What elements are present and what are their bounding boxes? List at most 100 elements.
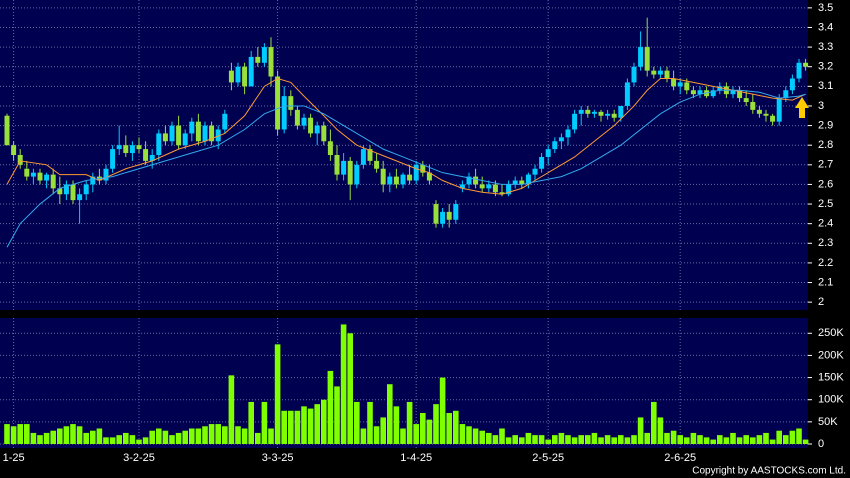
volume-bar bbox=[743, 435, 749, 444]
volume-bar bbox=[670, 430, 677, 444]
volume-bar bbox=[433, 404, 439, 444]
volume-bar bbox=[76, 426, 83, 444]
volume-bar bbox=[552, 435, 558, 444]
y-tick-label: 2.2 bbox=[818, 257, 833, 269]
candle-body bbox=[393, 176, 399, 185]
volume-bar bbox=[334, 386, 340, 444]
candle-body bbox=[598, 111, 604, 116]
candle-body bbox=[235, 66, 241, 83]
candle-body bbox=[426, 172, 432, 181]
candle-body bbox=[354, 164, 360, 185]
volume-bar bbox=[387, 384, 393, 444]
volume-tick-label: 50K bbox=[818, 416, 838, 428]
volume-bar bbox=[538, 435, 545, 444]
y-tick-label: 2.8 bbox=[818, 139, 833, 151]
candle-body bbox=[215, 129, 221, 142]
volume-bar bbox=[123, 432, 129, 444]
candle-body bbox=[77, 194, 83, 201]
volume-bar bbox=[380, 417, 386, 444]
y-tick-label: 3.1 bbox=[818, 80, 833, 92]
volume-bar bbox=[571, 437, 578, 444]
volume-bar bbox=[4, 424, 10, 444]
volume-bar bbox=[690, 432, 697, 444]
volume-bar bbox=[717, 435, 723, 444]
volume-bar bbox=[30, 432, 37, 444]
volume-bar bbox=[288, 410, 294, 444]
volume-bar bbox=[96, 428, 103, 444]
volume-bar bbox=[63, 426, 70, 444]
y-tick-label: 2.5 bbox=[818, 198, 833, 210]
candle-body bbox=[83, 184, 89, 195]
candle-body bbox=[63, 184, 69, 195]
volume-bar bbox=[400, 428, 406, 444]
volume-bar bbox=[321, 399, 327, 444]
candle-body bbox=[453, 204, 459, 220]
candle-body bbox=[334, 155, 340, 175]
candle-body bbox=[697, 90, 703, 95]
volume-bar bbox=[545, 439, 551, 444]
candle-body bbox=[228, 70, 234, 83]
volume-bar bbox=[413, 424, 419, 444]
candle-body bbox=[525, 174, 531, 185]
volume-bar bbox=[769, 439, 776, 444]
volume-bar bbox=[420, 413, 426, 444]
volume-bar bbox=[730, 432, 736, 444]
volume-bar bbox=[802, 439, 809, 444]
candle-body bbox=[288, 96, 294, 110]
volume-bar bbox=[644, 432, 650, 444]
volume-bar bbox=[136, 439, 142, 444]
volume-bar bbox=[235, 426, 241, 444]
candle-body bbox=[565, 129, 571, 138]
candle-body bbox=[440, 211, 446, 224]
candle-body bbox=[209, 125, 215, 142]
volume-bar bbox=[486, 432, 492, 444]
volume-bar bbox=[492, 435, 499, 444]
candle-body bbox=[367, 149, 373, 161]
candle-body bbox=[677, 82, 683, 87]
candle-body bbox=[129, 145, 135, 154]
volume-bar bbox=[156, 428, 162, 444]
volume-bar bbox=[83, 432, 89, 444]
volume-tick-label: 100K bbox=[818, 394, 844, 406]
candle-body bbox=[492, 184, 498, 193]
y-tick-label: 2.1 bbox=[818, 276, 833, 288]
candle-body bbox=[24, 168, 30, 177]
volume-bar bbox=[129, 435, 136, 444]
volume-bar bbox=[651, 401, 657, 444]
candle-body bbox=[110, 149, 116, 169]
volume-bar bbox=[10, 426, 17, 444]
candle-body bbox=[558, 137, 564, 142]
x-tick-label: 3-3-25 bbox=[262, 452, 294, 464]
volume-tick-label: 250K bbox=[818, 327, 844, 339]
candle-body bbox=[301, 117, 307, 126]
arrow-icon bbox=[795, 97, 809, 118]
volume-bar bbox=[255, 432, 261, 444]
volume-bar bbox=[631, 435, 637, 444]
moving-average-line bbox=[6, 77, 806, 195]
volume-bar bbox=[354, 401, 360, 444]
candle-body bbox=[624, 82, 630, 106]
y-tick-label: 2.6 bbox=[818, 178, 833, 190]
candle-body bbox=[657, 70, 663, 75]
candle-body bbox=[519, 180, 525, 185]
candle-body bbox=[162, 133, 168, 142]
candle-body bbox=[552, 141, 558, 150]
candle-body bbox=[783, 90, 789, 99]
volume-bar bbox=[70, 424, 76, 444]
candle-body bbox=[545, 149, 551, 157]
volume-bar bbox=[446, 413, 452, 444]
candle-body bbox=[446, 211, 452, 220]
volume-bar bbox=[340, 324, 347, 444]
volume-bar bbox=[17, 424, 23, 444]
candle-body bbox=[248, 56, 254, 87]
volume-bar bbox=[565, 435, 571, 444]
volume-bar bbox=[162, 430, 169, 444]
candle-body bbox=[387, 176, 393, 185]
volume-bar bbox=[43, 432, 50, 444]
volume-bar bbox=[103, 437, 109, 444]
volume-bar bbox=[215, 424, 221, 444]
volume-bar bbox=[703, 437, 710, 444]
volume-bar bbox=[261, 401, 268, 444]
volume-bar bbox=[512, 435, 518, 444]
